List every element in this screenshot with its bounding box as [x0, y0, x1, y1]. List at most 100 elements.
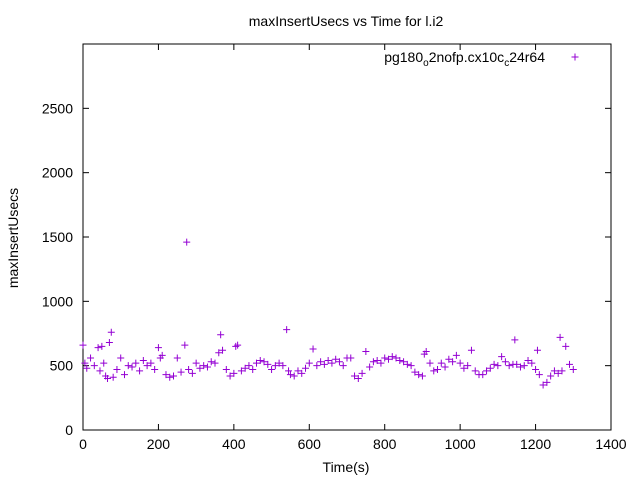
data-point — [136, 367, 144, 375]
data-point — [528, 359, 536, 367]
data-points — [79, 238, 577, 389]
data-point — [335, 358, 343, 366]
data-point — [294, 367, 302, 375]
data-point — [511, 336, 519, 344]
data-point — [430, 367, 438, 375]
data-point — [550, 367, 558, 375]
data-point — [547, 372, 555, 380]
data-point — [415, 371, 423, 379]
data-point — [535, 371, 543, 379]
data-point — [298, 369, 306, 377]
x-tick-label: 0 — [79, 436, 87, 452]
axis-ticks: 0 200 400 600 800 1000 1200 1400 0 500 1000 1500 200… — [42, 44, 627, 452]
data-point — [543, 378, 551, 386]
data-point — [232, 342, 240, 350]
data-point — [562, 342, 570, 350]
data-point — [100, 359, 108, 367]
data-point — [539, 381, 547, 389]
data-point — [192, 359, 200, 367]
data-point — [313, 362, 321, 370]
y-tick-label: 1500 — [42, 229, 73, 245]
data-point — [107, 328, 115, 336]
data-point — [434, 366, 442, 374]
data-point — [486, 364, 494, 372]
data-point — [305, 359, 313, 367]
data-point — [456, 359, 464, 367]
data-point — [90, 362, 98, 370]
data-point — [264, 360, 272, 368]
data-point — [558, 367, 566, 375]
data-point — [98, 342, 106, 350]
data-point — [324, 357, 332, 365]
data-point — [464, 362, 472, 370]
data-point — [533, 346, 541, 354]
data-point — [403, 360, 411, 368]
data-point — [154, 344, 162, 352]
data-point — [166, 373, 174, 381]
data-point — [407, 362, 415, 370]
data-point — [275, 359, 283, 367]
data-point — [411, 368, 419, 376]
x-tick-label: 600 — [298, 436, 322, 452]
data-point — [181, 341, 189, 349]
data-point — [400, 358, 408, 366]
data-point — [426, 359, 434, 367]
data-point — [81, 359, 89, 367]
data-point — [302, 364, 310, 372]
data-point — [532, 366, 540, 374]
data-point — [120, 371, 128, 379]
data-point — [87, 354, 95, 362]
data-point — [392, 354, 400, 362]
x-tick-label: 1400 — [595, 436, 626, 452]
data-point — [173, 354, 181, 362]
data-point — [283, 326, 291, 334]
data-point — [124, 362, 132, 370]
data-point — [79, 341, 87, 349]
data-point — [309, 345, 317, 353]
data-point — [441, 363, 449, 371]
data-point — [237, 367, 245, 375]
data-point — [520, 362, 528, 370]
data-point — [200, 362, 208, 370]
data-point — [422, 348, 430, 356]
data-point — [373, 357, 381, 365]
data-point — [271, 362, 279, 370]
data-point — [104, 375, 112, 383]
data-point — [217, 331, 225, 339]
y-axis-label: maxInsertUsecs — [5, 188, 21, 288]
data-point — [388, 353, 396, 361]
data-point — [339, 362, 347, 370]
data-point — [479, 371, 487, 379]
data-point — [449, 358, 457, 366]
data-point — [279, 362, 287, 370]
data-point — [467, 346, 475, 354]
data-point — [285, 367, 293, 375]
legend: pg180o2nofp.cx10cc24r64 — [384, 49, 579, 69]
data-point — [234, 341, 242, 349]
data-point — [241, 364, 249, 372]
data-point — [347, 354, 355, 362]
plot-frame — [82, 43, 612, 431]
data-point — [268, 366, 276, 374]
data-point — [252, 359, 260, 367]
data-point — [384, 355, 392, 363]
data-point — [211, 359, 219, 367]
data-point — [377, 359, 385, 367]
data-point — [109, 373, 117, 381]
data-point — [569, 366, 577, 374]
data-point — [185, 366, 193, 374]
data-point — [113, 366, 121, 374]
data-point — [128, 363, 136, 371]
data-point — [505, 362, 513, 370]
data-point — [445, 355, 453, 363]
data-point — [351, 372, 359, 380]
x-axis-label: Time(s) — [323, 459, 370, 475]
data-point — [222, 366, 230, 374]
data-point — [501, 358, 509, 366]
data-point — [158, 351, 166, 359]
data-point — [132, 359, 140, 367]
data-point — [490, 360, 498, 368]
data-point — [256, 357, 264, 365]
x-tick-label: 400 — [222, 436, 246, 452]
data-point — [366, 363, 374, 371]
